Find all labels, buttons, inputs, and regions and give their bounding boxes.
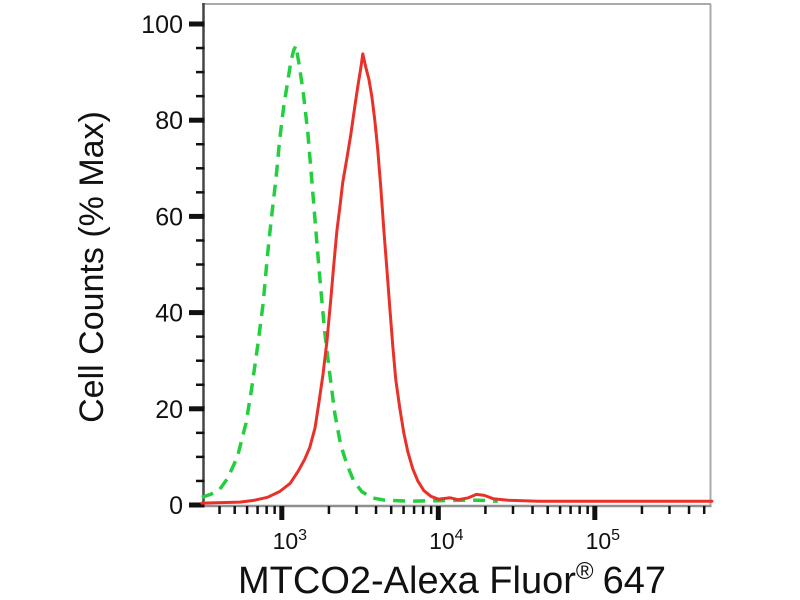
tick-labels: 0 20 40 60 80 100 103 104 105	[141, 11, 620, 554]
x-tick-label: 103	[273, 527, 308, 554]
y-tick-label: 0	[169, 492, 183, 520]
series-curves	[200, 43, 714, 505]
plot-frame	[202, 3, 712, 508]
series-green-dashed-control-curve	[201, 43, 498, 503]
axis-ticks	[189, 21, 706, 520]
y-tick-label: 60	[155, 203, 183, 231]
y-axis-title: Cell Counts (% Max)	[73, 111, 111, 423]
registered-trademark-sup: ®	[576, 558, 594, 585]
x-axis-title: MTCO2-Alexa Fluor® 647	[238, 558, 666, 600]
y-tick-label: 80	[155, 107, 183, 135]
x-tick-label: 104	[429, 527, 464, 554]
series-red-solid-stained-curve	[200, 52, 714, 505]
y-tick-label: 100	[141, 11, 183, 39]
x-tick-label: 105	[586, 527, 621, 554]
x-axis-title-main: MTCO2-Alexa Fluor	[238, 560, 576, 600]
x-axis-title-suffix: 647	[603, 560, 666, 600]
y-tick-label: 40	[155, 300, 183, 328]
y-tick-label: 20	[155, 396, 183, 424]
